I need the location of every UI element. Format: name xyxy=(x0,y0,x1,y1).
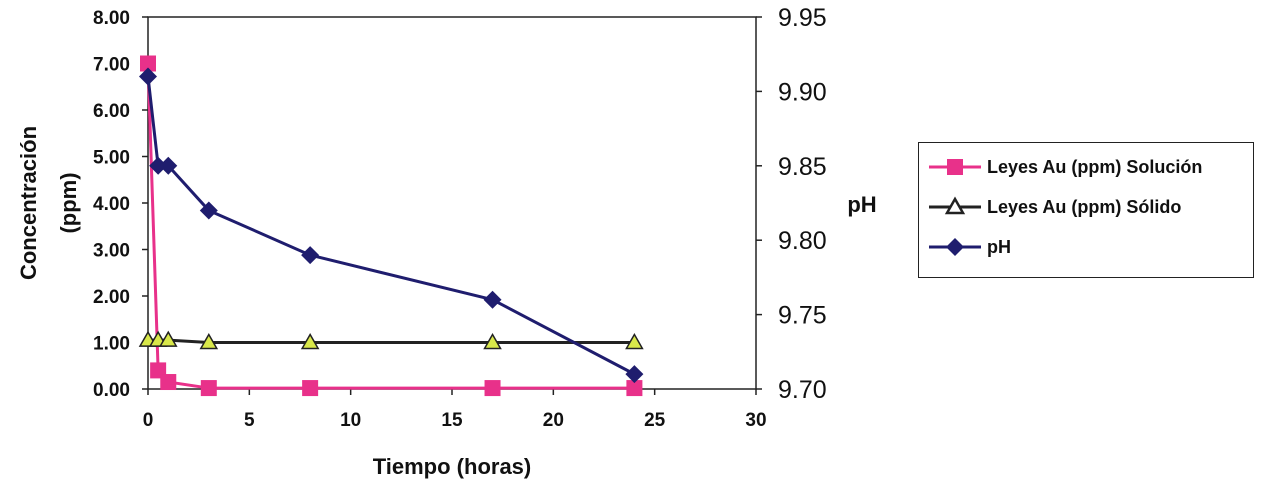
legend-marker-square-icon xyxy=(929,159,981,175)
legend-label-solucion: Leyes Au (ppm) Solución xyxy=(987,157,1203,177)
data-point-diamond xyxy=(199,201,218,220)
x-axis-title: Tiempo (horas) xyxy=(373,454,532,479)
data-point-triangle xyxy=(158,330,178,347)
data-point-triangle xyxy=(625,332,644,350)
legend-label-solido: Leyes Au (ppm) Sólido xyxy=(987,197,1182,217)
data-point-square xyxy=(302,380,319,397)
y-tick-label: 7.00 xyxy=(93,55,130,76)
x-tick-label: 30 xyxy=(745,410,766,431)
left-axis-ticks: 0.00 1.00 2.00 3.00 4.00 5.00 6.00 7.00 8.00 xyxy=(93,8,148,401)
right-axis-ticks: 9.70 9.75 9.80 9.85 9.90 9.95 xyxy=(756,4,827,404)
plot-area xyxy=(147,16,757,390)
y-tick-label: 0.00 xyxy=(93,380,130,401)
y2-tick-label: 9.85 xyxy=(778,153,827,181)
data-point-diamond xyxy=(159,156,178,175)
legend-item-ph: pH xyxy=(919,231,1253,265)
data-point-triangle xyxy=(483,332,502,350)
data-point-diamond xyxy=(149,156,168,175)
y-tick-label: 3.00 xyxy=(93,241,130,262)
legend: Leyes Au (ppm) Solución Leyes Au (ppm) S… xyxy=(918,142,1254,278)
y-tick-label: 4.00 xyxy=(93,194,130,215)
legend-item-solido: Leyes Au (ppm) Sólido xyxy=(919,191,1253,225)
data-point-diamond xyxy=(483,290,502,309)
y2-tick-label: 9.95 xyxy=(778,4,827,32)
data-point-square xyxy=(484,380,501,397)
x-axis-ticks: 0 5 10 15 20 25 30 xyxy=(143,389,767,431)
x-tick-label: 15 xyxy=(441,410,463,431)
legend-label-ph: pH xyxy=(987,237,1011,257)
x-tick-label: 25 xyxy=(644,410,666,431)
data-point-diamond xyxy=(139,67,157,86)
data-point-diamond xyxy=(625,365,644,384)
y2-tick-label: 9.90 xyxy=(778,78,827,106)
legend-item-solucion: Leyes Au (ppm) Solución xyxy=(919,151,1253,185)
y2-tick-label: 9.75 xyxy=(778,302,827,330)
series-layer xyxy=(138,55,644,397)
legend-marker-triangle-icon xyxy=(929,196,981,215)
y2-axis-title: pH xyxy=(847,192,876,217)
legend-marker-diamond-icon xyxy=(929,238,981,256)
y2-tick-label: 9.80 xyxy=(778,227,827,255)
x-tick-label: 10 xyxy=(340,410,361,431)
y-axis-title-line2: (ppm) xyxy=(56,172,81,233)
y-axis-title-line1: Concentración xyxy=(16,126,41,280)
y-tick-label: 1.00 xyxy=(93,334,130,355)
data-point-diamond xyxy=(301,246,320,265)
y-tick-label: 8.00 xyxy=(93,8,130,29)
data-point-triangle xyxy=(300,332,320,350)
y-tick-label: 5.00 xyxy=(93,148,130,169)
y-tick-label: 2.00 xyxy=(93,287,130,308)
data-point-square xyxy=(200,380,217,397)
y2-tick-label: 9.70 xyxy=(778,376,827,404)
y-tick-label: 6.00 xyxy=(93,101,130,122)
x-tick-label: 0 xyxy=(143,410,154,431)
x-tick-label: 20 xyxy=(543,410,564,431)
data-point-square xyxy=(626,380,643,397)
data-point-square xyxy=(140,55,156,72)
data-point-square xyxy=(160,374,177,391)
data-point-triangle xyxy=(199,332,219,350)
x-tick-label: 5 xyxy=(244,410,255,431)
